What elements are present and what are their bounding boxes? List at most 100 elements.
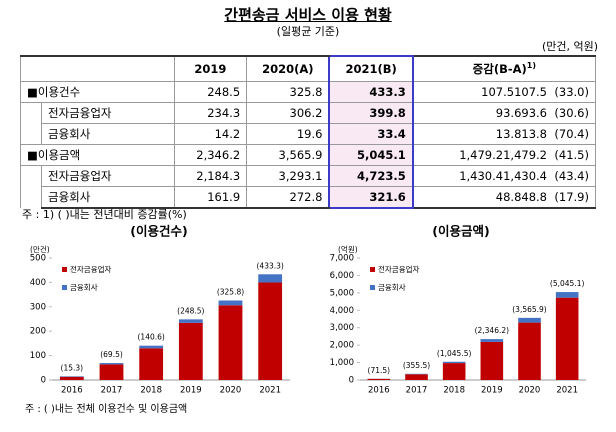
change: 48.8 xyxy=(495,190,522,204)
bar-segment xyxy=(99,363,124,365)
y-tick-label: 3,000 xyxy=(330,323,354,333)
total-label: (15.3) xyxy=(61,363,84,372)
bar-segment xyxy=(178,322,203,380)
total-label: (355.5) xyxy=(403,361,430,370)
cell: 321.6 xyxy=(328,186,414,209)
row-label: ■이용건수 xyxy=(20,81,175,103)
bar-segment xyxy=(442,361,466,364)
rate: (30.6) xyxy=(554,106,589,120)
x-tick-label: 2020 xyxy=(220,386,242,396)
bar-segment xyxy=(480,339,504,342)
y-tick-label: 0 xyxy=(41,376,46,386)
indent xyxy=(20,186,42,208)
y-tick-label: 7,000 xyxy=(330,254,354,264)
total-label: (248.5) xyxy=(177,306,204,315)
cell: 19.6 xyxy=(246,123,330,145)
chart-title: (이용금액) xyxy=(432,224,489,239)
row-label: 금융회사 xyxy=(41,186,175,209)
bar-segment xyxy=(518,317,541,323)
rate: (43.4) xyxy=(554,169,589,183)
total-label: (3,565.9) xyxy=(512,305,547,314)
cell: 2,184.3 xyxy=(173,165,248,187)
legend-swatch xyxy=(370,285,375,290)
total-label: (5,045.1) xyxy=(550,279,585,288)
x-tick-label: 2019 xyxy=(481,386,503,396)
cell: 161.9 xyxy=(173,186,248,209)
bar-segment xyxy=(555,292,579,298)
legend-swatch xyxy=(370,267,375,272)
cell: 2,346.2 xyxy=(173,144,248,166)
bar-segment xyxy=(405,374,428,380)
bar-segment xyxy=(480,341,504,380)
cell: 4,723.5 xyxy=(328,165,414,187)
change: 107.5 xyxy=(481,85,515,99)
table: 2019 2020(A) 2021(B) 증감(B-A)1) ■이용건수 248.5 325… xyxy=(20,55,596,209)
cell: 3,565.9 xyxy=(246,144,330,166)
y-tick-label: 4,000 xyxy=(330,306,354,316)
row-label: 전자금융업자 xyxy=(41,165,175,187)
bar-segment xyxy=(367,378,391,380)
change: 1,430.4 xyxy=(459,169,504,183)
x-tick-label: 2020 xyxy=(519,386,541,396)
change: 13.8 xyxy=(495,127,522,141)
legend-label: 전자금융업자 xyxy=(378,264,419,274)
cell: 399.8 xyxy=(328,102,414,124)
y-axis-label: (만건) xyxy=(30,244,50,254)
chart-title: (이용건수) xyxy=(130,224,187,239)
table-row: ■이용건수 248.5 325.8 433.3 107.5107.5 (33.0) xyxy=(20,81,596,103)
column-header: 증감(B-A)1) xyxy=(412,55,596,82)
table-row: 금융회사 161.9 272.8 321.6 48.848.8 (17.9) xyxy=(20,186,596,209)
total-label: (140.6) xyxy=(138,333,165,342)
x-tick-label: 2021 xyxy=(556,386,578,396)
bar-segment xyxy=(99,364,124,380)
bar-segment xyxy=(518,322,541,380)
bar-segment xyxy=(139,348,164,380)
title: 간편송금 서비스 이용 현황 xyxy=(224,6,392,24)
rate: (41.5) xyxy=(554,148,589,162)
cell: 325.8 xyxy=(246,81,330,103)
y-tick-label: 100 xyxy=(30,351,46,361)
bar-segment xyxy=(59,376,84,380)
y-tick-label: 0 xyxy=(349,376,354,386)
column-header: 2019 xyxy=(173,55,248,82)
cell: 5,045.1 xyxy=(328,144,414,166)
chart-note: 주 : ( )내는 전체 이용건수 및 이용금액 xyxy=(25,404,188,415)
x-tick-label: 2016 xyxy=(368,386,390,396)
row-label: 금융회사 xyxy=(41,123,175,145)
indent xyxy=(20,102,42,124)
x-tick-label: 2019 xyxy=(180,386,202,396)
cell: 1,479.21,479.2 (41.5) xyxy=(412,144,596,166)
total-label: (69.5) xyxy=(100,350,123,359)
cell: 107.5107.5 (33.0) xyxy=(412,81,596,103)
legend-swatch xyxy=(62,267,67,272)
bar-segment xyxy=(258,274,283,283)
x-tick-label: 2017 xyxy=(406,386,428,396)
table-row: ■이용금액 2,346.2 3,565.9 5,045.1 1,479.21,479.2… xyxy=(20,144,596,166)
charts: (이용건수) (만건) 0 100 200 300 400 500 2016 (15.3) 2017… xyxy=(30,224,586,396)
y-tick-label: 5,000 xyxy=(330,288,354,298)
x-tick-label: 2021 xyxy=(259,386,281,396)
row-label: 전자금융업자 xyxy=(41,102,175,124)
y-tick-label: 200 xyxy=(30,327,46,337)
y-tick-label: 6,000 xyxy=(330,271,354,281)
change: 1,479.2 xyxy=(459,148,504,162)
legend-label: 전자금융업자 xyxy=(70,264,111,274)
bar-segment xyxy=(139,345,164,349)
cell: 3,293.1 xyxy=(246,165,330,187)
x-tick-label: 2016 xyxy=(61,386,83,396)
legend-label: 금융회사 xyxy=(70,283,98,292)
cell: 14.2 xyxy=(173,123,248,145)
total-label: (2,346.2) xyxy=(475,326,510,335)
corner xyxy=(20,55,175,82)
cell: 48.848.8 (17.9) xyxy=(412,186,596,209)
change: 93.6 xyxy=(495,106,522,120)
unit: (만건, 억원) xyxy=(541,40,598,53)
legend-swatch xyxy=(62,285,67,290)
cell: 33.4 xyxy=(328,123,414,145)
cell: 13.813.8 (70.4) xyxy=(412,123,596,145)
cell: 234.3 xyxy=(173,102,248,124)
cell: 433.3 xyxy=(328,81,414,103)
note: 주 : 1) ( )내는 전년대비 증감률(%) xyxy=(22,208,187,221)
y-axis-label: (억원) xyxy=(338,245,358,254)
